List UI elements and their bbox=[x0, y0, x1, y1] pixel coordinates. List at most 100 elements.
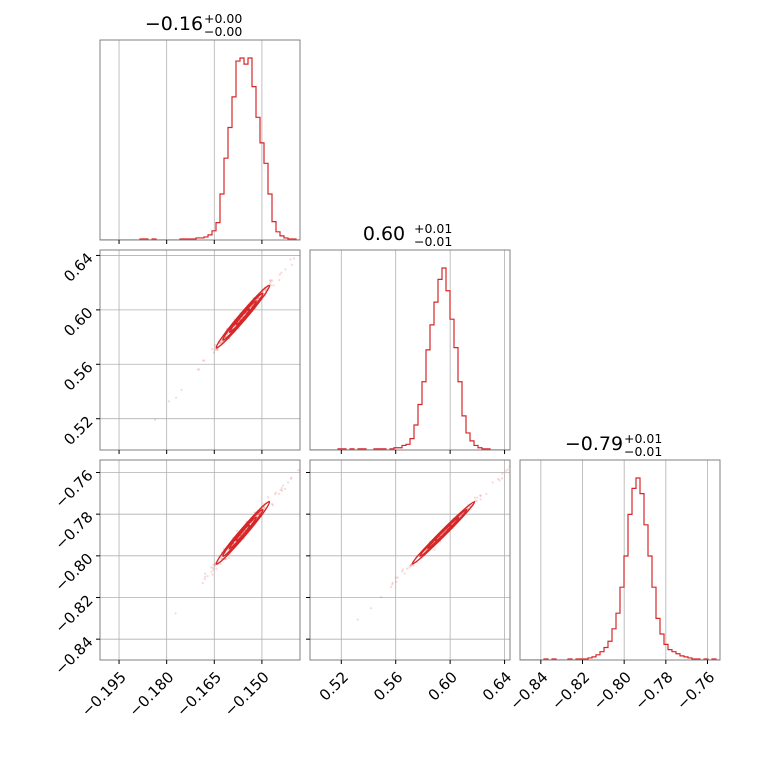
sample-point bbox=[206, 574, 209, 578]
sample-point bbox=[409, 564, 412, 568]
y-tick-label: −0.80 bbox=[51, 550, 96, 595]
panel-content bbox=[153, 206, 340, 421]
sample-point bbox=[505, 469, 508, 472]
sample-point bbox=[235, 529, 239, 532]
sample-point bbox=[279, 489, 282, 492]
sample-point bbox=[214, 348, 217, 352]
sample-point bbox=[201, 582, 204, 585]
x-tick-label: −0.165 bbox=[173, 668, 225, 720]
sample-point bbox=[473, 496, 477, 499]
histogram-step bbox=[520, 477, 720, 660]
sample-point bbox=[394, 576, 397, 579]
sample-point bbox=[153, 418, 157, 421]
sample-point bbox=[269, 279, 272, 282]
x-tick-label: −0.80 bbox=[590, 668, 635, 713]
y-tick-label: 0.56 bbox=[60, 358, 96, 394]
x-tick-label: 0.52 bbox=[316, 668, 352, 704]
x-tick-label: 0.60 bbox=[425, 668, 461, 704]
y-tick-label: −0.78 bbox=[51, 508, 96, 553]
panel-title-plus-2: +0.01 bbox=[624, 431, 662, 446]
sample-point bbox=[204, 572, 207, 575]
scatter-panel-0-1: 0.52 0.56 0.60 0.64 bbox=[60, 206, 340, 454]
sample-point bbox=[267, 496, 270, 499]
sample-point bbox=[258, 512, 261, 515]
sample-point bbox=[211, 348, 214, 351]
sample-point bbox=[278, 273, 281, 276]
sample-point bbox=[506, 468, 509, 471]
sample-point bbox=[523, 450, 525, 452]
x-tick-label: 0.56 bbox=[370, 668, 406, 704]
x-tick-label: −0.150 bbox=[221, 668, 273, 720]
sample-point bbox=[211, 573, 214, 576]
sample-point bbox=[297, 469, 300, 472]
sample-point bbox=[197, 368, 201, 371]
sample-point bbox=[498, 479, 501, 482]
sample-point bbox=[271, 502, 274, 506]
x-tick-label: −0.195 bbox=[78, 668, 130, 720]
contour-line bbox=[215, 284, 271, 349]
sample-point bbox=[474, 499, 477, 502]
sample-point bbox=[321, 442, 323, 444]
sample-point bbox=[280, 486, 283, 490]
sample-point bbox=[219, 562, 222, 566]
sample-point bbox=[380, 596, 383, 599]
panel-title-plus-1: +0.01 bbox=[414, 221, 452, 236]
sample-point bbox=[290, 476, 293, 479]
sample-point bbox=[479, 494, 482, 497]
panel-content bbox=[520, 477, 720, 660]
sample-point bbox=[289, 477, 293, 480]
sample-point bbox=[203, 575, 207, 578]
sample-point bbox=[277, 492, 281, 495]
sample-point bbox=[479, 498, 482, 501]
sample-point bbox=[401, 568, 404, 571]
sample-point bbox=[214, 343, 217, 347]
sample-point bbox=[220, 557, 223, 560]
sample-point bbox=[211, 566, 215, 569]
sample-point bbox=[338, 206, 340, 208]
sample-point bbox=[479, 494, 482, 497]
sample-point bbox=[263, 507, 266, 510]
sample-point bbox=[201, 359, 205, 362]
sample-point bbox=[210, 570, 213, 573]
x-tick-label: −0.84 bbox=[506, 668, 551, 713]
sample-point bbox=[409, 564, 412, 567]
sample-point bbox=[272, 284, 275, 287]
x-tick-label: −0.82 bbox=[548, 668, 593, 713]
sample-point bbox=[174, 396, 178, 399]
sample-point bbox=[401, 570, 404, 573]
sample-point bbox=[216, 348, 219, 352]
sample-point bbox=[292, 257, 296, 260]
sample-point bbox=[263, 289, 267, 292]
sample-point bbox=[396, 576, 399, 579]
sample-point bbox=[167, 400, 170, 403]
scatter-panel-0-2: −0.195−0.180−0.165−0.150−0.84−0.82−0.80−… bbox=[51, 442, 323, 720]
panel-title-plus-0: +0.00 bbox=[204, 11, 242, 26]
sample-point bbox=[290, 263, 293, 266]
sample-point bbox=[391, 581, 394, 584]
sample-point bbox=[405, 567, 409, 570]
panel-frame bbox=[99, 39, 301, 241]
panel-content bbox=[100, 57, 300, 240]
panel-frame bbox=[519, 459, 721, 661]
y-tick-label: −0.82 bbox=[51, 591, 96, 636]
sample-point bbox=[213, 564, 216, 567]
sample-point bbox=[280, 489, 284, 492]
sample-point bbox=[408, 566, 411, 569]
histogram-step bbox=[310, 267, 510, 450]
sample-point bbox=[257, 513, 260, 516]
sample-point bbox=[269, 281, 272, 284]
sample-point bbox=[268, 279, 272, 282]
sample-point bbox=[530, 446, 532, 448]
contour-line bbox=[222, 292, 264, 341]
sample-point bbox=[278, 278, 281, 282]
contour-line bbox=[228, 516, 257, 550]
sample-point bbox=[203, 359, 206, 362]
x-tick-label: −0.76 bbox=[673, 668, 718, 713]
panel-title-minus-1: −0.01 bbox=[414, 234, 452, 249]
sample-point bbox=[317, 442, 319, 444]
panel-title-minus-0: −0.00 bbox=[204, 24, 242, 39]
sample-point bbox=[287, 481, 290, 484]
y-tick-label: 0.64 bbox=[60, 249, 96, 285]
sample-point bbox=[497, 478, 500, 481]
